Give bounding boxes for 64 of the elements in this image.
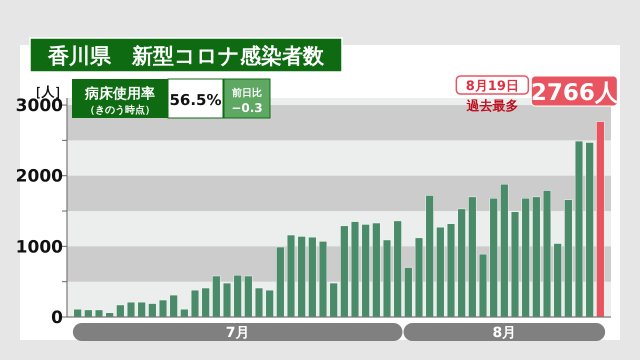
bar xyxy=(266,290,274,318)
bar xyxy=(254,288,264,318)
bar xyxy=(212,276,220,318)
bar xyxy=(436,227,444,318)
y-tick-label: 1000 xyxy=(16,237,64,258)
bar xyxy=(522,198,530,318)
bar xyxy=(350,221,360,318)
bar xyxy=(510,212,520,318)
annotation: 2766人 xyxy=(530,80,619,106)
bar xyxy=(244,276,252,318)
bar xyxy=(148,303,156,318)
x-tick-label: 7月 xyxy=(226,325,250,341)
bar xyxy=(170,294,178,318)
bar xyxy=(276,246,284,318)
text: 8月19日 xyxy=(466,79,519,94)
annotation: 過去最多 xyxy=(465,99,518,114)
bar xyxy=(158,300,168,318)
bar xyxy=(298,236,306,318)
bar xyxy=(286,234,296,318)
annotation: 前日比 xyxy=(231,87,262,99)
annotation: 56.5% xyxy=(169,91,222,109)
bar xyxy=(574,140,584,318)
bar xyxy=(94,310,104,318)
bar xyxy=(202,288,210,318)
bar xyxy=(554,243,562,318)
bar xyxy=(542,190,552,318)
bar xyxy=(404,267,412,318)
annotation: −0.3 xyxy=(231,101,263,115)
annotation: （きのう時点） xyxy=(85,104,155,116)
bar xyxy=(318,241,328,318)
bar xyxy=(340,226,348,318)
bar xyxy=(190,290,200,318)
bar xyxy=(234,275,242,318)
bar xyxy=(138,302,146,318)
bar xyxy=(362,224,370,318)
bar xyxy=(74,309,82,318)
bar xyxy=(478,254,488,318)
bar xyxy=(308,236,316,318)
bar xyxy=(426,195,434,318)
bar xyxy=(180,309,188,318)
bar xyxy=(458,208,466,318)
annotation: 病床使用率 xyxy=(84,85,155,102)
chart-title: 香川県 新型コロナ感染者数 xyxy=(47,44,325,68)
y-tick-label: 0 xyxy=(51,308,64,328)
bar xyxy=(596,121,604,318)
bar xyxy=(446,224,456,318)
bar xyxy=(330,282,338,318)
bar xyxy=(84,310,92,318)
bar xyxy=(586,142,594,318)
bar xyxy=(394,220,402,318)
bar xyxy=(372,222,380,318)
bar xyxy=(532,196,540,318)
bar xyxy=(490,198,498,318)
bar xyxy=(468,196,476,318)
y-tick-label: 2000 xyxy=(16,166,64,187)
bar xyxy=(222,282,232,318)
bar xyxy=(116,304,124,318)
x-tick-label: 8月 xyxy=(492,325,516,341)
bar xyxy=(564,200,572,318)
bar xyxy=(414,238,424,318)
bar xyxy=(126,302,136,318)
bar xyxy=(500,184,508,318)
bar xyxy=(106,312,114,318)
bar xyxy=(382,240,392,318)
